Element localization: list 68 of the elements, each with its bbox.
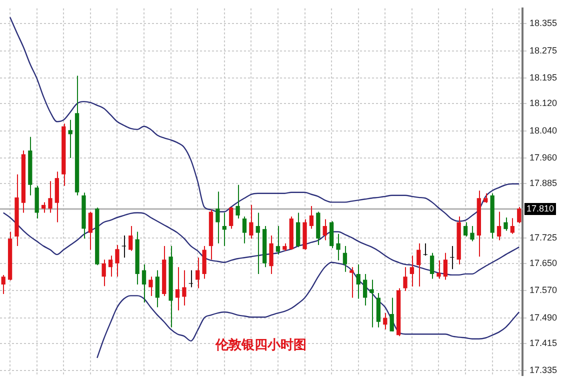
candlestick [436,260,441,280]
candlestick [142,264,146,303]
candlestick [362,273,368,306]
candlestick [329,220,334,249]
candlestick [309,205,314,230]
candlestick [242,216,247,244]
candlestick [41,202,46,214]
candlestick [430,252,434,280]
candlestick [463,222,468,238]
candlestick [510,218,514,234]
candlestick [423,242,428,256]
candlestick [196,257,200,289]
candlestick [155,270,160,308]
candlestick [222,212,226,247]
candlestick [484,192,488,204]
candlestick [383,312,388,330]
ref-line-label: 17.810 [526,203,554,214]
candlestick [249,204,254,240]
candlestick [1,274,6,294]
y-tick-label: 17.490 [529,312,558,322]
candlestick [48,180,52,214]
candlestick [350,266,354,298]
y-tick-label: 18.120 [529,98,558,108]
candlestick [336,233,340,261]
y-tick-label: 17.650 [529,258,558,268]
candlestick [182,270,186,306]
y-tick-label: 17.335 [529,364,558,375]
candlestick [517,206,522,224]
candlestick [68,119,72,158]
candlestick [229,206,234,230]
y-tick-label: 17.415 [529,338,558,348]
y-tick-label: 17.570 [529,285,558,296]
candlestick [470,226,474,242]
candlestick [148,276,153,297]
y-tick-label: 18.195 [529,72,558,83]
candlestick [102,259,106,287]
candlestick [122,235,126,258]
candlestick [296,212,300,248]
candlestick [504,217,508,232]
candlestick [356,264,360,300]
y-tick-label: 18.040 [529,125,558,136]
y-tick-label: 17.885 [529,178,558,188]
y-tick-label: 18.355 [529,18,558,28]
candlestick [403,266,408,292]
candlestick [128,226,133,252]
candlestick [88,211,93,250]
candlestick [390,297,394,332]
candlestick [342,246,348,272]
candlestick [443,252,448,280]
text: 伦敦银四小时图 [214,336,307,353]
candlestick [416,242,421,288]
candlestick [256,212,260,274]
y-tick-label: 18.275 [529,45,558,56]
line-series [2,212,520,276]
candlestick [115,244,120,278]
candlestick [496,211,502,241]
candlestick [108,255,113,278]
candlestick [175,266,180,311]
y-tick-label: 17.960 [529,152,558,162]
candlestick [269,235,274,274]
candlestick [370,279,374,328]
candlestick [410,255,414,288]
candlestick [236,184,240,220]
candlestick [276,226,280,256]
candlestick [322,218,327,241]
candlestick [188,270,193,288]
candlestick [216,191,220,244]
y-tick-label: 17.725 [529,232,558,242]
